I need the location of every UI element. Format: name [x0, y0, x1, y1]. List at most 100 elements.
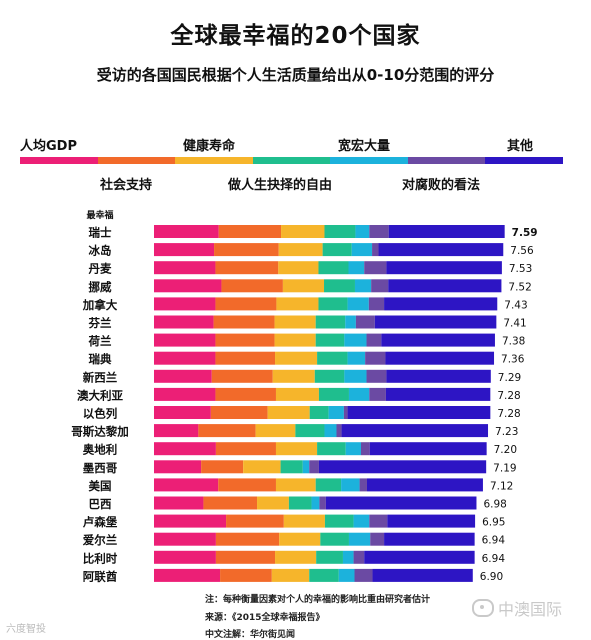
bar-segment-generosity [348, 387, 370, 401]
bar-segment-freedom [324, 279, 355, 293]
bar-segment-freedom [314, 369, 345, 383]
bar-segment-gdp [154, 297, 216, 311]
legend-color-strip [20, 157, 564, 164]
bar-segment-freedom [315, 478, 342, 492]
value-label: 7.28 [497, 408, 520, 420]
bar-segment-corruption [369, 225, 389, 238]
bar-segment-health [267, 406, 310, 419]
bar-segment-health [274, 333, 316, 347]
bar-segment-other [385, 387, 491, 401]
bar-segment-gdp [154, 225, 219, 238]
bar-segment-freedom [324, 514, 354, 528]
bar-segment-social [215, 532, 280, 546]
bar-segment-generosity [311, 496, 320, 510]
value-label: 6.98 [483, 499, 506, 511]
bar-segment-corruption [359, 478, 367, 492]
legend-bottom-row: 社会支持 做人生抉择的自由 对腐败的看法 [20, 174, 563, 194]
value-label: 7.29 [498, 372, 521, 384]
legend-label-health: 健康寿命 [183, 139, 236, 154]
bar-segment-corruption [369, 387, 386, 401]
value-label: 6.90 [480, 571, 503, 583]
bar-segment-gdp [154, 424, 199, 438]
bar-segment-other [384, 532, 475, 546]
category-label: 爱尔兰 [83, 533, 118, 547]
bar-segment-generosity [324, 424, 337, 438]
bar-segment-health [275, 442, 318, 456]
bar-segment-corruption [365, 351, 386, 365]
bar-segment-social [201, 460, 244, 474]
bar-segment-social [215, 261, 279, 275]
value-label: 7.59 [512, 227, 538, 239]
bar-segment-gdp [154, 514, 227, 528]
bar-segment-social [198, 424, 256, 438]
bar-segment-generosity [353, 514, 370, 528]
bar-segment-other [388, 279, 502, 293]
value-label: 7.36 [501, 354, 525, 366]
bar-segment-health [281, 225, 325, 238]
bar-segment-corruption [343, 406, 348, 419]
bar-segment-social [226, 514, 284, 528]
bar-segment-freedom [309, 568, 339, 582]
bar-segment-freedom [318, 297, 348, 311]
value-label: 7.38 [502, 336, 525, 348]
bar-segment-other [347, 406, 491, 419]
category-label: 丹麦 [89, 262, 112, 276]
bar-segment-health [276, 297, 319, 311]
bar-segment-corruption [370, 532, 385, 546]
legend-swatch-health [175, 157, 253, 164]
bar-segment-corruption [366, 333, 382, 347]
bar-segment-social [210, 406, 268, 419]
bar-segment-other [385, 351, 495, 365]
legend-swatch-social [97, 157, 176, 164]
bar-segment-generosity [351, 243, 373, 257]
bar-segment-generosity [354, 279, 372, 293]
bar-segment-other [372, 568, 473, 582]
category-label: 美国 [89, 479, 112, 493]
bar-segment-social [215, 333, 275, 347]
bar-segment-other [387, 514, 476, 528]
bar-segment-generosity [344, 369, 367, 383]
bar-segment-health [257, 496, 289, 510]
value-label: 7.19 [493, 462, 516, 474]
bar-segment-health [279, 532, 321, 546]
bar-segment-gdp [154, 568, 221, 582]
category-label: 以色列 [83, 407, 118, 421]
bar-segment-gdp [154, 387, 216, 401]
bar-segment-other [386, 261, 502, 275]
category-label: 加拿大 [82, 298, 118, 312]
bar-segment-freedom [317, 351, 348, 365]
note-text: 注：每种衡量因素对个人的幸福的影响比重由研究者估计 [205, 595, 431, 605]
bar-segment-generosity [348, 261, 365, 275]
bar-segment-other [384, 297, 498, 311]
bar-segment-freedom [316, 550, 343, 564]
bar-segment-health [271, 568, 310, 582]
bar-segment-health [243, 460, 281, 474]
value-label: 7.43 [504, 299, 527, 311]
bar-segment-corruption [372, 243, 379, 257]
bar-segment-gdp [154, 279, 222, 293]
bar-segment-freedom [315, 315, 346, 329]
category-label: 卢森堡 [83, 515, 118, 529]
bar-segment-gdp [154, 478, 219, 492]
value-label: 7.28 [497, 390, 520, 402]
bar-segment-corruption [354, 568, 373, 582]
bar-segment-corruption [366, 369, 387, 383]
wechat-icon [472, 599, 494, 617]
bar-segment-social [215, 442, 276, 456]
bar-segment-gdp [154, 351, 216, 365]
bar-segment-generosity [344, 333, 367, 347]
category-label: 瑞典 [89, 352, 112, 366]
bar-segment-other [364, 550, 475, 564]
bar-segment-health [255, 424, 296, 438]
legend-swatch-other [485, 157, 564, 164]
rank-heading: 最幸福 [86, 209, 113, 221]
bar-segment-corruption [368, 297, 385, 311]
value-label: 6.94 [482, 535, 506, 547]
category-label: 新西兰 [83, 370, 118, 384]
bar-segment-corruption [364, 261, 387, 275]
bar-segment-social [220, 568, 272, 582]
bar-segment-corruption [336, 424, 342, 438]
legend-swatch-freedom [252, 157, 331, 164]
category-label: 比利时 [83, 551, 118, 565]
